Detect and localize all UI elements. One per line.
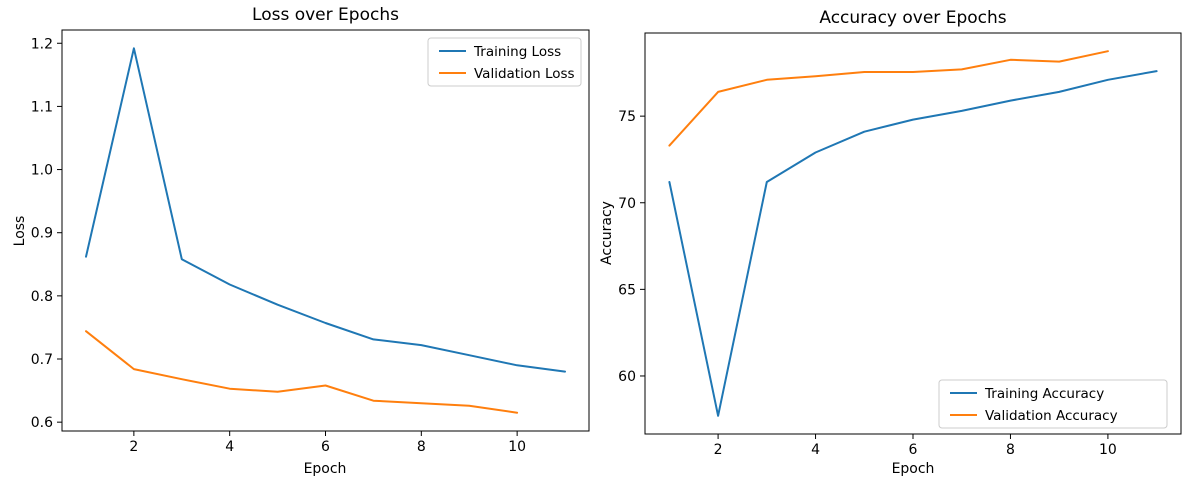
y-tick-label: 0.9 [31, 226, 53, 242]
y-tick-label: 1.1 [31, 99, 53, 115]
axes-frame [61, 29, 590, 432]
x-tick-label: 4 [811, 442, 820, 458]
y-tick-label: 1.0 [31, 163, 53, 179]
x-tick-label: 8 [417, 439, 426, 455]
series-line-validation-loss [85, 330, 519, 414]
legend: Training Accuracy Validation Accuracy [938, 379, 1168, 429]
legend-label-training-loss: Training Loss [473, 44, 561, 60]
x-tick-label: 10 [1099, 442, 1117, 458]
accuracy-chart-title: Accuracy over Epochs [819, 8, 1007, 28]
x-tick-label: 10 [508, 439, 526, 455]
loss-chart-title: Loss over Epochs [252, 5, 399, 25]
x-tick-label: 8 [1006, 442, 1015, 458]
series-line-validation-accuracy [668, 50, 1109, 147]
y-tick-label: 60 [618, 369, 636, 385]
legend-frame [427, 37, 582, 87]
axes-accuracy-over-epochs: 2 4 6 8 10 60 65 70 75 Training Accuracy Validatio… [618, 32, 1182, 458]
y-tick-label: 0.6 [31, 415, 53, 431]
series-line-training-loss [85, 47, 566, 373]
y-tick-label: 1.2 [31, 36, 53, 52]
y-tick-label: 75 [618, 109, 636, 125]
x-tick-label: 6 [321, 439, 330, 455]
axes-frame [644, 32, 1182, 435]
x-tick-label: 6 [909, 442, 918, 458]
y-tick-label: 65 [618, 282, 636, 298]
legend-frame [938, 379, 1168, 429]
y-tick-label: 0.8 [31, 289, 53, 305]
legend-label-validation-accuracy: Validation Accuracy [985, 408, 1118, 424]
accuracy-x-axis-label: Epoch [891, 461, 935, 477]
x-tick-label: 2 [129, 439, 138, 455]
legend: Training Loss Validation Loss [427, 37, 582, 87]
legend-label-validation-loss: Validation Loss [474, 66, 575, 82]
series-line-training-accuracy [668, 70, 1158, 417]
legend-label-training-accuracy: Training Accuracy [984, 386, 1104, 402]
y-tick-label: 0.7 [31, 352, 53, 368]
x-tick-label: 4 [225, 439, 234, 455]
x-tick-label: 2 [714, 442, 723, 458]
axes-loss-over-epochs: 2 4 6 8 10 0.6 0.7 0.8 0.9 1.0 1.1 1.2 Training Loss… [31, 29, 590, 455]
loss-x-axis-label: Epoch [303, 461, 347, 477]
y-tick-label: 70 [618, 196, 636, 212]
